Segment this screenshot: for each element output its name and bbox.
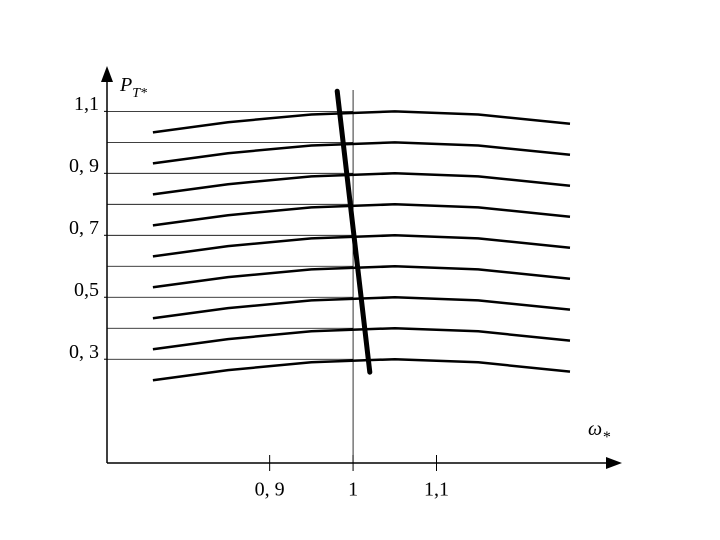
curve: [152, 141, 571, 165]
operating-line: [334, 88, 373, 375]
x-tick-label: 0, 9: [255, 479, 285, 501]
curve: [152, 265, 571, 289]
y-label-sub: T*: [132, 86, 147, 101]
curve: [152, 326, 571, 351]
curve: [152, 110, 571, 134]
y-tick-label: 0, 3: [69, 341, 99, 363]
y-tick-label: 1,1: [74, 93, 99, 115]
y-axis-label: PT*: [119, 74, 147, 102]
y-tick-label: 0, 7: [69, 217, 99, 239]
y-axis-arrow: [101, 66, 113, 82]
x-label-base: ω: [588, 418, 602, 440]
y-tick-label: 0, 9: [69, 155, 99, 177]
y-label-base: P: [119, 74, 132, 96]
x-tick-label: 1,1: [424, 479, 449, 501]
curve: [152, 234, 571, 258]
curve: [152, 203, 571, 227]
x-tick-label: 1: [348, 479, 358, 501]
curve: [152, 296, 571, 320]
curve: [152, 357, 571, 382]
x-label-sub: *: [602, 429, 610, 446]
x-axis-label: ω*: [588, 418, 610, 446]
y-tick-label: 0,5: [74, 279, 99, 301]
curve: [152, 172, 571, 196]
x-axis-arrow: [606, 457, 622, 469]
